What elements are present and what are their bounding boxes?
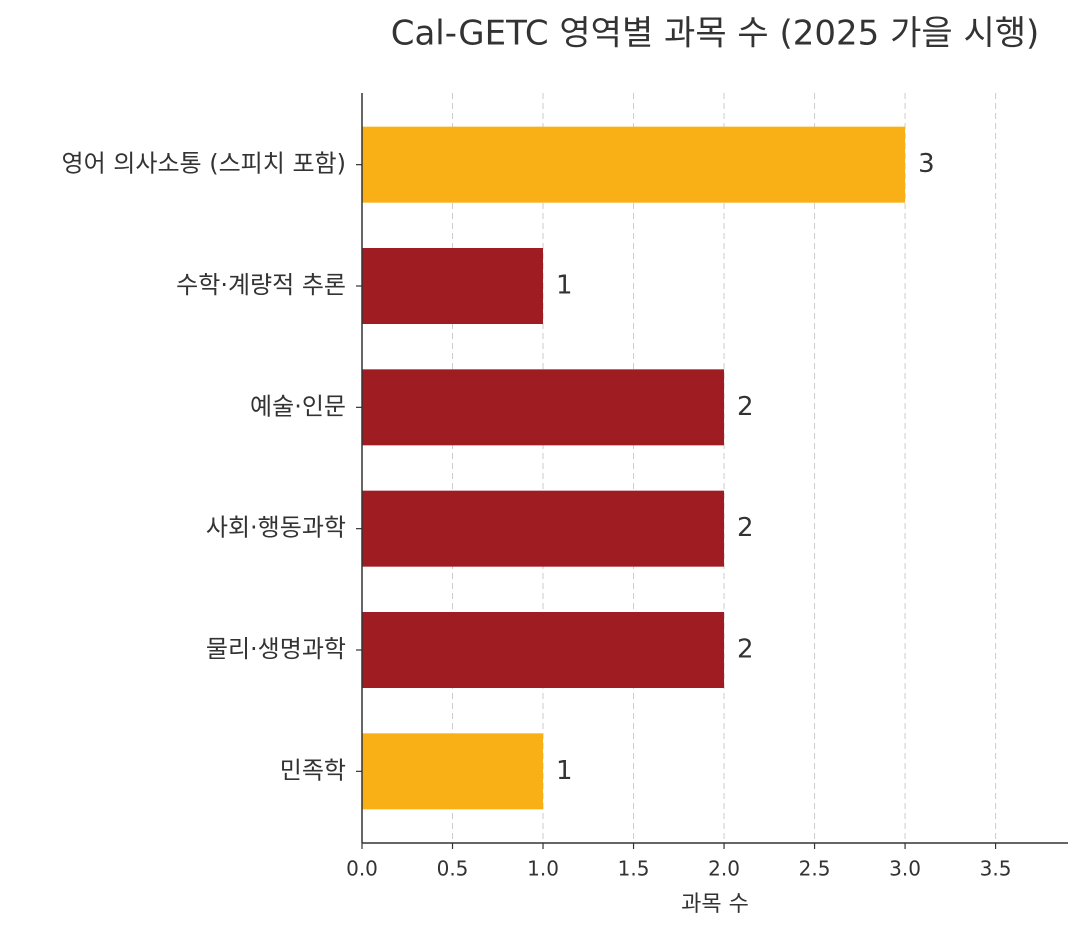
bar [362,248,544,324]
x-tick-label: 1.0 [527,857,559,881]
x-tick-label: 2.5 [799,857,831,881]
y-tick-label: 수학·계량적 추론 [176,271,346,299]
bar [362,490,725,567]
data-label: 2 [737,513,754,543]
x-tick-label: 3.0 [889,857,921,881]
x-tick-label: 2.0 [708,857,740,881]
chart-title: Cal-GETC 영역별 과목 수 (2025 가을 시행) [391,14,1040,54]
y-tick-label: 민족학 [280,756,346,784]
bar [362,126,906,203]
y-tick-label: 사회·행동과학 [206,514,346,542]
bar [362,612,725,688]
data-label: 3 [918,149,935,179]
x-tick-label: 3.5 [980,857,1012,881]
x-tick-label: 0.5 [437,857,469,881]
x-tick-label: 1.5 [618,857,650,881]
bar [362,369,725,446]
data-label: 2 [737,392,754,422]
data-label: 1 [556,756,573,786]
data-label: 1 [556,271,573,301]
x-axis-label: 과목 수 [681,892,749,917]
x-tick-label: 0.0 [346,857,378,881]
y-tick-label: 예술·인문 [250,392,346,420]
y-tick-label: 영어 의사소통 (스피치 포함) [62,150,347,178]
data-label: 2 [737,635,754,665]
y-tick-label: 물리·생명과학 [206,635,346,663]
bar [362,733,544,810]
